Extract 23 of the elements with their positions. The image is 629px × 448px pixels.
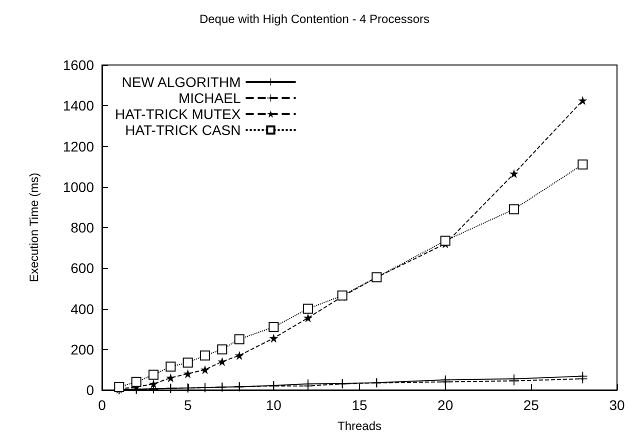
y-tick-label: 200 [70, 341, 94, 358]
x-tick-label: 5 [184, 397, 192, 413]
x-tick-label: 0 [98, 397, 106, 413]
y-tick-label: 800 [70, 220, 94, 236]
legend-label: NEW ALGORITHM [122, 74, 241, 90]
x-tick-label: 30 [609, 397, 625, 413]
y-tick-label: 600 [70, 260, 94, 276]
y-tick-label: 1400 [62, 98, 94, 114]
y-tick-label: 1000 [62, 178, 94, 195]
legend-label: MICHAEL [178, 90, 241, 106]
legend-label: HAT-TRICK MUTEX [114, 106, 242, 122]
x-tick-label: 20 [438, 397, 454, 413]
y-tick-label: 1200 [62, 138, 94, 154]
y-axis-title: Execution Time (ms) [27, 172, 41, 282]
legend-label: HAT-TRICK CASN [125, 122, 241, 138]
chart-title: Deque with High Contention - 4 Processors [199, 12, 430, 26]
y-tick-label: 0 [86, 382, 94, 398]
y-tick-label: 400 [70, 300, 94, 317]
x-tick-label: 25 [523, 397, 540, 413]
x-tick-label: 10 [266, 397, 282, 413]
x-axis-title: Threads [337, 419, 382, 433]
y-tick-label: 1600 [62, 57, 94, 73]
x-tick-label: 15 [352, 397, 368, 413]
